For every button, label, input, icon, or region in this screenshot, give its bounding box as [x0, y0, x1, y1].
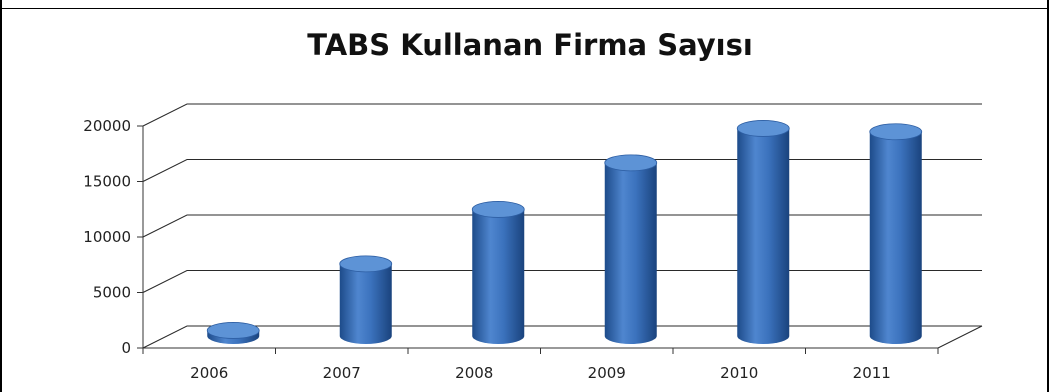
x-tick-label: 2011	[853, 364, 891, 382]
gridlines	[142, 103, 982, 349]
bar-2006	[206, 322, 260, 344]
x-tick-label: 2008	[455, 364, 493, 382]
bar-top	[604, 154, 658, 172]
gridline	[142, 270, 982, 293]
y-tick-label: 10000	[83, 228, 131, 246]
bar-top	[339, 255, 393, 273]
bar-top	[736, 120, 790, 137]
table-top-strip	[2, 0, 1049, 9]
bar-2010	[736, 120, 790, 344]
bar-2009	[604, 154, 658, 344]
bar-body	[869, 131, 922, 344]
y-axis-ticks: 0 5000 10000 15000 20000	[83, 117, 131, 357]
y-tick-label: 15000	[83, 173, 131, 191]
bar-top	[869, 123, 923, 141]
gridline	[142, 214, 982, 238]
bars	[206, 120, 923, 344]
y-tick-label: 0	[121, 339, 131, 357]
bar-top	[471, 201, 525, 218]
bar-body	[339, 263, 392, 344]
bar-2011	[869, 123, 923, 344]
gridline	[142, 103, 982, 127]
bar-body	[737, 128, 790, 344]
bar-2007	[339, 255, 393, 344]
x-axis-ticks: 2006 2007 2008 2009 2010 2011	[190, 364, 891, 382]
chart-title: TABS Kullanan Firma Sayısı	[307, 28, 753, 62]
x-tick-label: 2010	[720, 364, 758, 382]
gridline	[142, 159, 982, 182]
x-tick-label: 2007	[323, 364, 361, 382]
bar-body	[604, 162, 657, 344]
gridline	[142, 325, 982, 349]
y-tick-label: 20000	[83, 117, 131, 135]
bar-body	[472, 209, 525, 344]
bar-top	[206, 322, 260, 339]
axes	[137, 125, 983, 354]
x-tick-label: 2006	[190, 364, 228, 382]
floor-edge	[937, 325, 983, 349]
x-tick-label: 2009	[588, 364, 626, 382]
y-tick-label: 5000	[93, 284, 131, 302]
bar-2008	[471, 201, 525, 344]
